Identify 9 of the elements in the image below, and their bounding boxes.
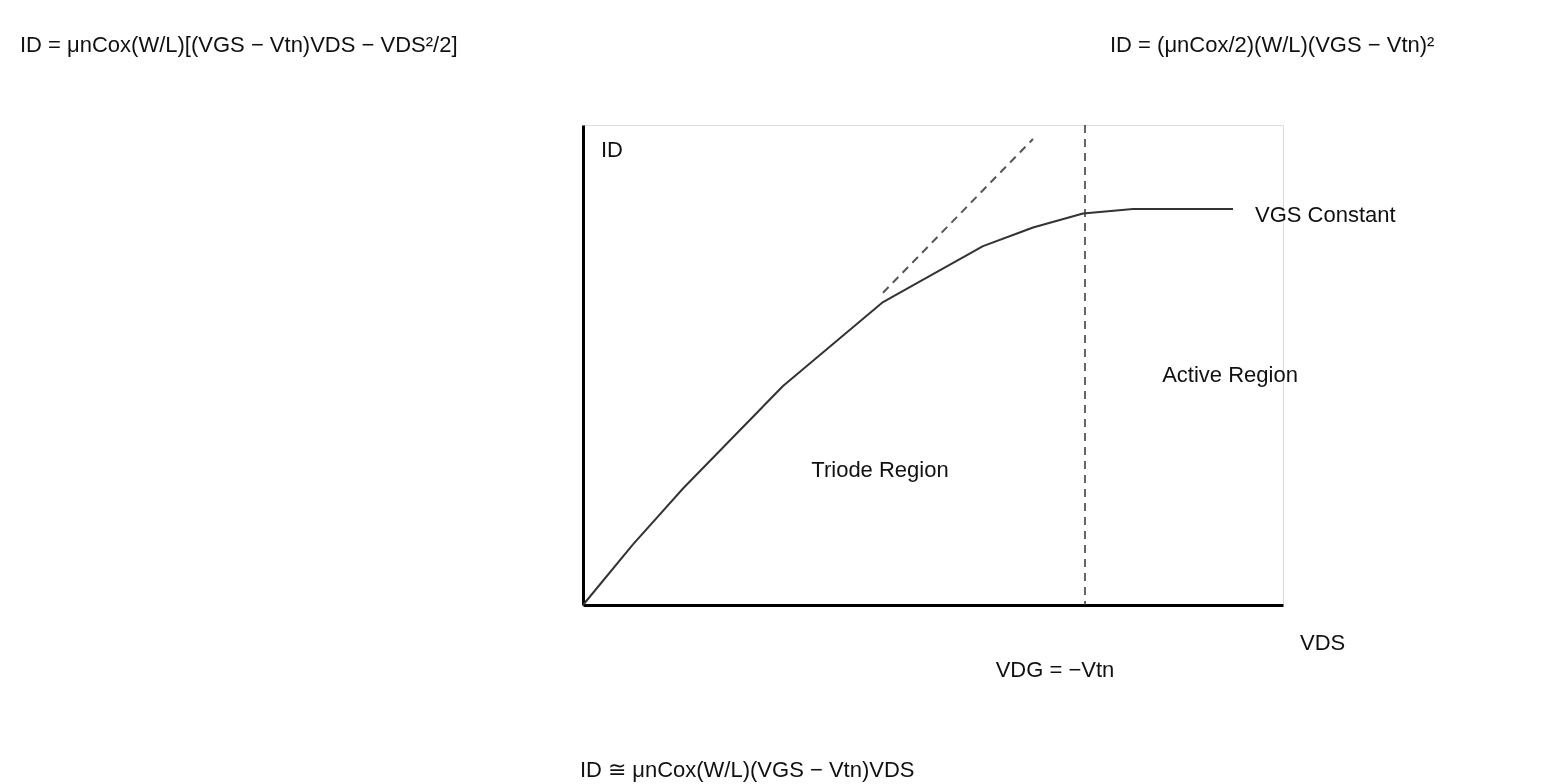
text: ID ≅ μnCox(W/L)(VGS − Vtn)VDS [580,757,915,782]
text: ID = μnCox(W/L)[(VGS − Vtn)VDS − VDS²/2] [20,32,458,57]
annotation: Active Region [1162,362,1298,387]
text: ID = (μnCox/2)(W/L)(VGS − Vtn)² [1110,32,1435,57]
x-axis-title: VDS [1300,630,1346,655]
text: VDG = −Vtn [995,657,1115,682]
y-axis-title: ID [601,137,623,162]
annotation: Triode Region [811,457,949,482]
annotation: VGS Constant [1255,202,1396,227]
